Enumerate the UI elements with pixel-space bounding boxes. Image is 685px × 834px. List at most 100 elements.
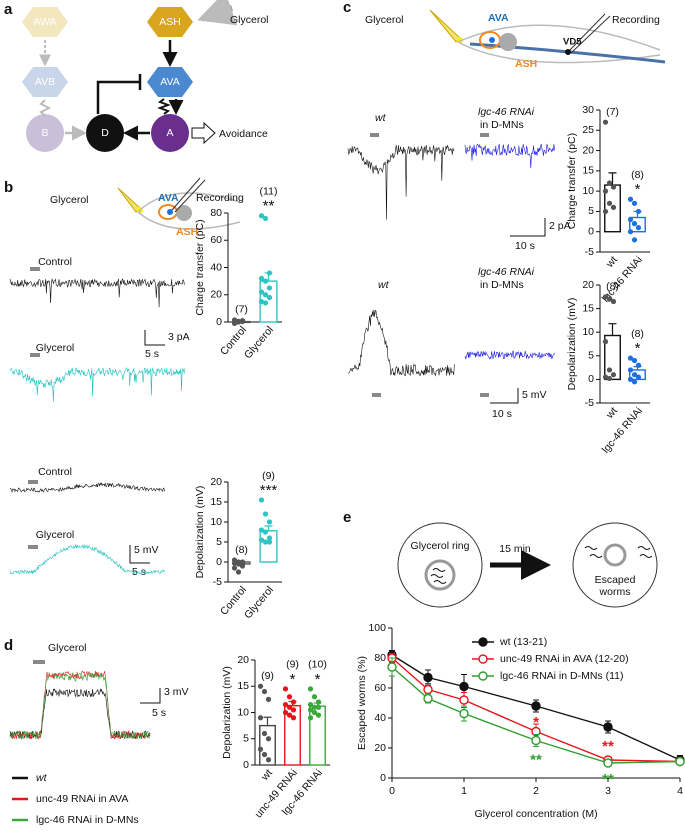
data-point [258,527,265,533]
data-point [606,367,613,373]
stimulus-bar [33,660,45,664]
data-point [635,225,642,231]
y-tick-label: 0 [380,772,386,784]
data-point [261,688,268,695]
data-point [258,537,265,543]
node [26,114,64,152]
neuron-label: VD5 [563,37,582,48]
circuit-diagram: AWA ASH AVB AVA B D A Glycerol Avoidance [22,0,269,152]
worm-outline [137,192,241,230]
x-tick-label: 1 [461,785,467,797]
neuron [167,209,173,215]
stimulus-bar [30,353,40,357]
x-axis-label: Glycerol concentration (M) [474,808,597,820]
stimulus-bar [28,545,38,549]
series-line [391,654,681,761]
marker [423,684,433,695]
scale-bar [490,388,519,404]
trace-label: Control [38,466,72,478]
stimulus-label: Glycerol [48,642,87,654]
neuron [499,33,517,51]
n-label: (8) [606,281,619,293]
bar [259,530,278,563]
ring [603,543,627,567]
marker [603,758,613,768]
data-point [261,751,268,758]
y-tick-label: 5 [588,205,594,217]
y-tick-label: 20 [582,144,594,156]
marker [459,708,469,719]
stimulus-bar [28,480,38,484]
marker [459,695,469,705]
error-bar [263,716,272,726]
data-point [627,196,634,202]
data-point [315,699,322,705]
data-point [231,317,238,323]
node-label: AVA [160,76,179,88]
scale-label: 3 mV [164,686,189,698]
y-axis-label: Depolarization (mV) [194,486,206,579]
data-point [631,357,638,364]
marker [423,693,433,704]
series-line [391,666,681,764]
significance: ** [530,751,542,768]
scale-label: 10 s [492,408,512,420]
trace-label: in D-MNs [480,119,524,131]
edge [96,74,142,114]
ring [424,559,456,591]
data-point [262,278,269,284]
y-tick-label: 100 [368,622,386,634]
node [147,67,193,97]
series-line [391,657,681,763]
x-tick-label: Glycerol [242,584,276,621]
y-tick-label: -5 [585,397,594,409]
neuron [489,37,495,43]
data-point [257,683,264,689]
y-tick-label: 0 [216,316,222,328]
y-tick-label: 20 [210,289,222,301]
trace [9,367,186,402]
data-point [266,519,273,525]
x-tick-label: wt [258,767,275,784]
data-point [258,275,265,281]
data-point [266,535,273,541]
marker [531,735,541,746]
probe-label: Recording [612,14,660,26]
significance: * [635,181,641,198]
trace [9,672,151,740]
data-point [631,237,638,243]
data-point [635,362,642,368]
scale-bar [510,218,546,237]
data-point [311,709,318,716]
data-point [631,379,638,385]
electrode [171,177,201,211]
stimulus-arrow [197,0,238,26]
y-tick-label: 0 [216,556,222,568]
node-label: ASH [159,16,181,28]
electrode [174,179,206,213]
data-point [258,289,265,295]
data-point [307,707,314,713]
significance: * [533,714,539,731]
error-bar [608,172,617,186]
y-tick-label: 10 [237,706,249,718]
n-label: (8) [631,169,644,181]
electrode [570,15,611,54]
schematic: Glycerol AVA ASH Recording VD5 [365,9,666,70]
data-point [286,712,293,718]
neuron-label: ASH [515,58,537,70]
legend-label: unc-49 RNAi in AVA [36,793,128,805]
scale-label: 5 mV [522,389,547,401]
data-point [602,339,609,345]
n-label: (10) [308,659,327,671]
marker [675,756,685,767]
node-label: D [101,127,109,139]
data-point [602,374,609,380]
data-point [262,539,269,545]
y-axis-label: Escaped worms (%) [356,656,368,750]
n-label: (8) [235,544,248,556]
data-point [627,229,634,235]
n-label: (7) [235,304,248,316]
data-point [262,511,269,517]
